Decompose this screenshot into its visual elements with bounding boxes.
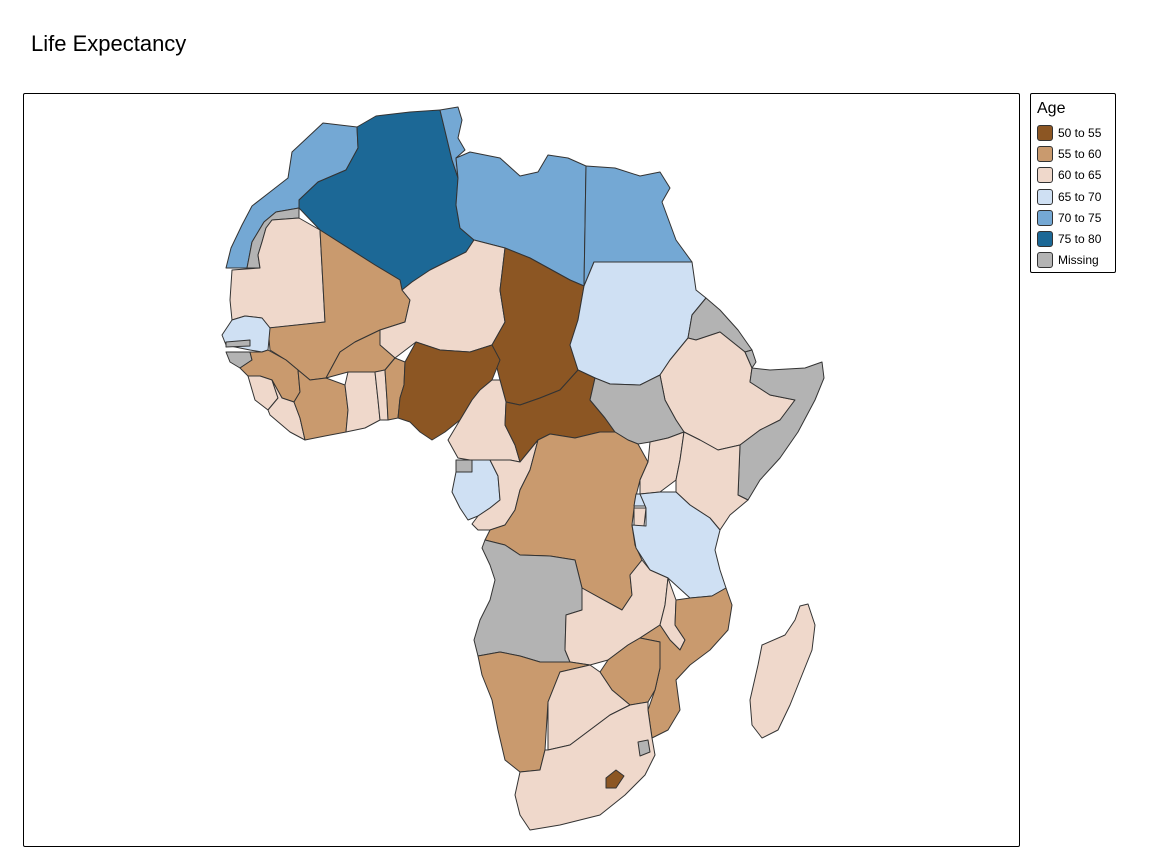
legend-swatch [1037,189,1053,205]
region-equatorial-guinea[interactable] [455,459,473,473]
region-namibia[interactable] [477,651,591,773]
legend-swatch [1037,231,1053,247]
region-gambia[interactable] [225,339,251,348]
legend-item: 55 to 60 [1037,145,1101,163]
region-djibouti[interactable] [744,349,757,369]
legend: Age 50 to 55 55 to 60 60 to 65 65 to 70 … [1030,93,1116,273]
legend-label: 65 to 70 [1058,190,1102,204]
legend-swatch [1037,210,1053,226]
region-ghana[interactable] [344,371,381,433]
region-tunisia[interactable] [439,106,466,179]
map-title: Life Expectancy [31,31,187,56]
region-south-africa[interactable] [514,701,656,831]
region-liberia[interactable] [267,379,306,441]
region-somalia[interactable] [737,361,825,501]
legend-item: 50 to 55 [1037,124,1101,142]
legend-swatch [1037,146,1053,162]
legend-item: 70 to 75 [1037,209,1101,227]
legend-swatch [1037,252,1053,268]
legend-title: Age [1037,100,1066,117]
africa-map [221,106,825,831]
legend-label: 60 to 65 [1058,168,1102,182]
legend-label: 75 to 80 [1058,232,1102,246]
legend-swatch [1037,167,1053,183]
legend-item: Missing [1037,251,1099,269]
legend-swatch [1037,125,1053,141]
legend-label: 50 to 55 [1058,126,1102,140]
region-kenya[interactable] [675,431,749,531]
legend-item: 75 to 80 [1037,230,1101,248]
legend-item: 60 to 65 [1037,166,1101,184]
region-eswatini[interactable] [637,739,651,757]
region-cote-divoire[interactable] [293,369,349,441]
legend-label: Missing [1058,253,1099,267]
legend-label: 70 to 75 [1058,211,1102,225]
legend-item: 65 to 70 [1037,188,1101,206]
region-burundi[interactable] [633,507,647,527]
region-lesotho[interactable] [605,769,625,789]
region-madagascar[interactable] [749,603,816,739]
legend-label: 55 to 60 [1058,147,1102,161]
region-uganda[interactable] [639,431,685,495]
